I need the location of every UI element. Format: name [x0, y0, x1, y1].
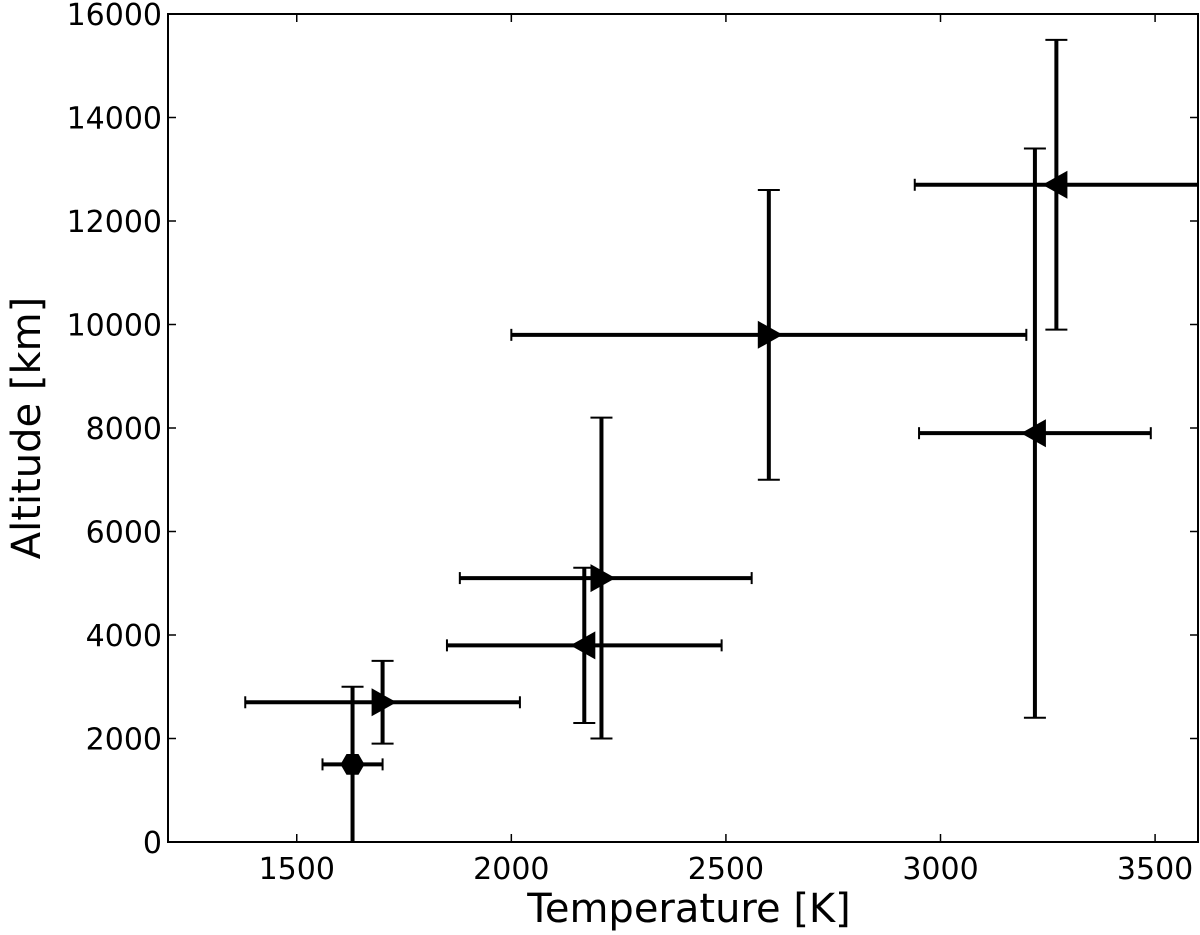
triangle-right-marker [371, 688, 397, 717]
data-point [918, 147, 1152, 719]
plot-frame [167, 13, 1199, 843]
y-tick-label: 6000 [86, 516, 162, 551]
triangle-left-marker [570, 631, 596, 660]
y-tick-label: 4000 [86, 619, 162, 654]
triangle-left-marker [1020, 419, 1046, 448]
data-point [458, 416, 753, 740]
hexagon-marker [340, 754, 365, 775]
triangle-right-marker [757, 320, 783, 349]
x-tick-label: 3500 [1117, 852, 1193, 887]
x-tick-label: 3000 [902, 852, 978, 887]
y-tick-label: 10000 [67, 309, 162, 344]
y-tick-label: 2000 [86, 723, 162, 758]
x-axis-title: Temperature [K] [526, 886, 851, 932]
triangle-left-marker [1042, 170, 1068, 199]
y-tick-label: 0 [143, 826, 162, 861]
x-tick-label: 2000 [473, 852, 549, 887]
data-point [321, 685, 384, 842]
y-tick-label: 16000 [67, 0, 162, 33]
y-tick-label: 12000 [67, 205, 162, 240]
data-point [913, 38, 1198, 331]
y-tick-label: 8000 [86, 412, 162, 447]
triangle-right-marker [590, 564, 616, 593]
data-point [510, 188, 1028, 481]
data-point [244, 659, 521, 745]
y-tick-label: 14000 [67, 102, 162, 137]
data-point [445, 566, 723, 724]
points-layer [244, 38, 1198, 842]
y-axis-title: Altitude [km] [4, 297, 50, 559]
x-tick-label: 2500 [688, 852, 764, 887]
x-tick-label: 1500 [259, 852, 335, 887]
ticks-layer: 1500 2000 2500 3000 3500 0 2000 4000 6000 8000 100… [67, 0, 1198, 887]
